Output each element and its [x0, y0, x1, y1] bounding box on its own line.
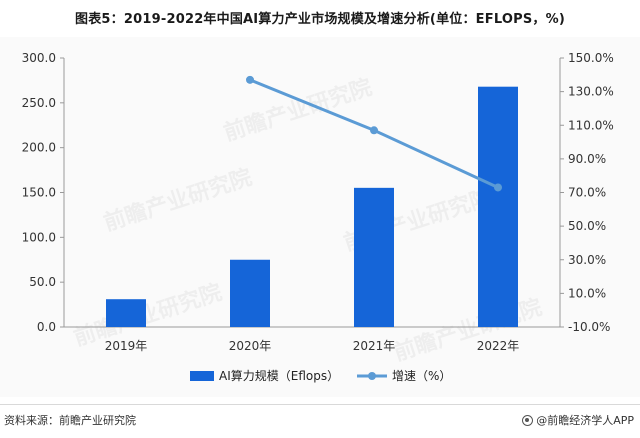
legend-line-label: 增速（%）	[392, 369, 451, 383]
plot-area: 前瞻产业研究院前瞻产业研究院前瞻产业研究院前瞻产业研究院前瞻产业研究院300.0…	[0, 37, 640, 397]
chart-title: 图表5：2019-2022年中国AI算力产业市场规模及增速分析(单位：EFLOP…	[75, 12, 565, 27]
x-tick-label: 2022年	[477, 339, 520, 353]
legend-line-marker	[368, 372, 376, 380]
y-left-tick-label: 250.0	[22, 96, 56, 110]
y-left-tick-label: 150.0	[22, 186, 56, 200]
y-left-tick-label: 0.0	[37, 320, 56, 334]
y-right-tick-label: 90.0%	[568, 152, 606, 166]
bar	[478, 86, 518, 327]
y-left-tick-label: 100.0	[22, 230, 56, 244]
line-point	[494, 183, 502, 192]
footer: 资料来源：前瞻产业研究院 @前瞻经济学人APP	[0, 408, 640, 432]
y-right-tick-label: 130.0%	[568, 85, 614, 99]
brand-logo-icon	[522, 414, 534, 426]
bar	[354, 187, 394, 327]
x-tick-label: 2019年	[105, 339, 148, 353]
brand-credit: @前瞻经济学人APP	[522, 412, 634, 428]
y-right-tick-label: 150.0%	[568, 51, 614, 65]
y-right-tick-label: 10.0%	[568, 286, 606, 300]
watermark-text: 前瞻产业研究院	[221, 74, 376, 146]
x-tick-label: 2020年	[229, 339, 272, 353]
y-right-tick-label: -10.0%	[568, 320, 610, 334]
chart-svg: 前瞻产业研究院前瞻产业研究院前瞻产业研究院前瞻产业研究院前瞻产业研究院300.0…	[22, 51, 614, 383]
y-right-tick-label: 30.0%	[568, 253, 606, 267]
legend-bar-label: AI算力规模（Eflops）	[219, 368, 339, 383]
bar	[230, 259, 270, 327]
y-left-tick-label: 200.0	[22, 141, 56, 155]
line-point	[370, 126, 378, 135]
y-right-tick-label: 70.0%	[568, 186, 606, 200]
legend-bar-swatch	[190, 371, 214, 381]
footer-divider	[0, 404, 640, 405]
y-right-tick-label: 50.0%	[568, 219, 606, 233]
watermark-text: 前瞻产业研究院	[391, 294, 546, 366]
y-right-tick-label: 110.0%	[568, 118, 614, 132]
watermark-text: 前瞻产业研究院	[71, 279, 226, 351]
y-left-tick-label: 50.0	[29, 275, 56, 289]
y-left-tick-label: 300.0	[22, 51, 56, 65]
x-tick-label: 2021年	[353, 339, 396, 353]
brand-text: @前瞻经济学人APP	[536, 414, 634, 427]
line-point	[246, 75, 254, 84]
watermark-text: 前瞻产业研究院	[101, 164, 256, 236]
source-text: 资料来源：前瞻产业研究院	[4, 414, 136, 427]
bar	[106, 299, 146, 327]
